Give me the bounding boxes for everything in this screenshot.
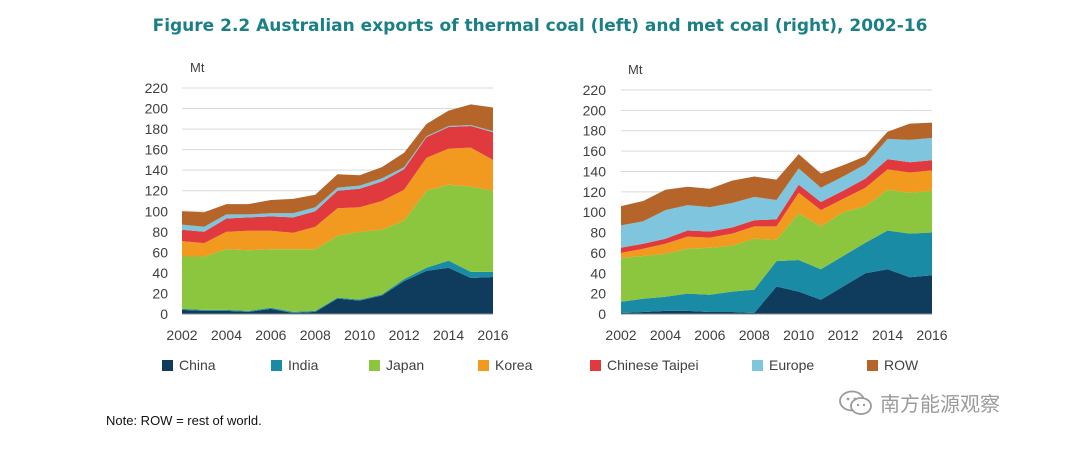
y-tick-label: 220	[145, 80, 169, 96]
x-tick-label: 2016	[477, 327, 508, 343]
y-tick-label: 160	[583, 143, 607, 159]
x-tick-label: 2002	[605, 327, 636, 343]
area-india	[182, 260, 493, 313]
legend-item-europe: Europe	[752, 357, 814, 373]
legend-item-china: China	[162, 357, 216, 373]
x-tick-label: 2012	[828, 327, 859, 343]
y-tick-label: 180	[583, 123, 607, 139]
area-row	[621, 122, 932, 226]
y-tick-label: 80	[152, 224, 168, 240]
y-tick-label: 160	[145, 142, 169, 158]
y-tick-label: 100	[583, 204, 607, 220]
legend-label: Europe	[769, 357, 815, 373]
legend-item-japan: Japan	[369, 357, 424, 373]
wechat-icon	[839, 390, 872, 415]
y-tick-label: 200	[583, 102, 607, 118]
watermark-text: 南方能源观察	[880, 392, 1000, 416]
y-tick-label: 220	[583, 82, 607, 98]
legend-swatch	[752, 359, 763, 371]
y-tick-label: 60	[590, 245, 606, 261]
x-tick-label: 2014	[433, 327, 464, 343]
area-korea	[182, 147, 493, 257]
area-japan	[182, 184, 493, 312]
area-japan	[621, 189, 932, 302]
x-tick-label: 2006	[255, 327, 286, 343]
legend-label: Korea	[495, 357, 533, 373]
area-china	[182, 267, 493, 314]
x-tick-label: 2016	[916, 327, 947, 343]
legend-item-korea: Korea	[478, 357, 532, 373]
area-india	[621, 230, 932, 313]
y-tick-label: 140	[583, 163, 607, 179]
y-tick-label: 80	[590, 225, 606, 241]
y-tick-label: 20	[152, 285, 168, 301]
area-chinese-taipei	[621, 159, 932, 253]
legend: China India Japan Korea Chinese Taipei Europe…	[0, 357, 1080, 377]
y-tick-label: 20	[590, 286, 606, 302]
area-row	[182, 104, 493, 227]
area-korea	[621, 169, 932, 258]
y-axis-unit: Mt	[190, 60, 205, 75]
legend-swatch	[162, 359, 173, 371]
y-tick-label: 0	[160, 306, 168, 322]
legend-label: India	[288, 357, 319, 373]
legend-label: ROW	[884, 357, 919, 373]
x-tick-label: 2010	[783, 327, 814, 343]
x-tick-label: 2014	[872, 327, 903, 343]
y-axis-unit: Mt	[628, 62, 643, 77]
legend-swatch	[867, 359, 878, 371]
legend-label: Chinese Taipei	[607, 357, 699, 373]
y-tick-label: 100	[145, 203, 169, 219]
x-tick-label: 2012	[389, 327, 420, 343]
x-tick-label: 2006	[694, 327, 725, 343]
y-tick-label: 120	[583, 184, 607, 200]
x-tick-label: 2008	[739, 327, 770, 343]
thermal-coal-chart: 0 20 40 60 80 100 120 140 160 180 200 220 Mt 2002 2004…	[145, 60, 509, 343]
x-tick-label: 2004	[650, 327, 681, 343]
area-chinese-taipei	[182, 126, 493, 244]
area-china	[621, 269, 932, 314]
y-tick-label: 40	[590, 265, 606, 281]
x-tick-label: 2004	[211, 327, 242, 343]
figure-title: Figure 2.2 Australian exports of thermal…	[152, 16, 928, 36]
y-tick-label: 200	[145, 101, 169, 117]
legend-swatch	[590, 359, 601, 371]
y-tick-label: 0	[598, 306, 606, 322]
legend-item-chinese-taipei: Chinese Taipei	[590, 357, 699, 373]
x-tick-label: 2008	[300, 327, 331, 343]
legend-item-row: ROW	[867, 357, 918, 373]
y-tick-label: 180	[145, 121, 169, 137]
y-tick-label: 140	[145, 162, 169, 178]
legend-swatch	[369, 359, 380, 371]
met-coal-chart: 0 20 40 60 80 100 120 140 160 180 200 220 Mt 2002 2004…	[583, 62, 948, 343]
watermark: 南方能源观察	[838, 388, 1000, 417]
y-tick-label: 60	[152, 244, 168, 260]
legend-swatch	[478, 359, 489, 371]
footnote: Note: ROW = rest of world.	[106, 413, 262, 428]
legend-label: Japan	[386, 357, 425, 373]
x-tick-label: 2002	[166, 327, 197, 343]
y-tick-label: 40	[152, 265, 168, 281]
legend-swatch	[271, 359, 282, 371]
legend-label: China	[179, 357, 216, 373]
x-tick-label: 2010	[344, 327, 375, 343]
y-tick-label: 120	[145, 183, 169, 199]
area-europe	[621, 137, 932, 248]
legend-item-india: India	[271, 357, 318, 373]
